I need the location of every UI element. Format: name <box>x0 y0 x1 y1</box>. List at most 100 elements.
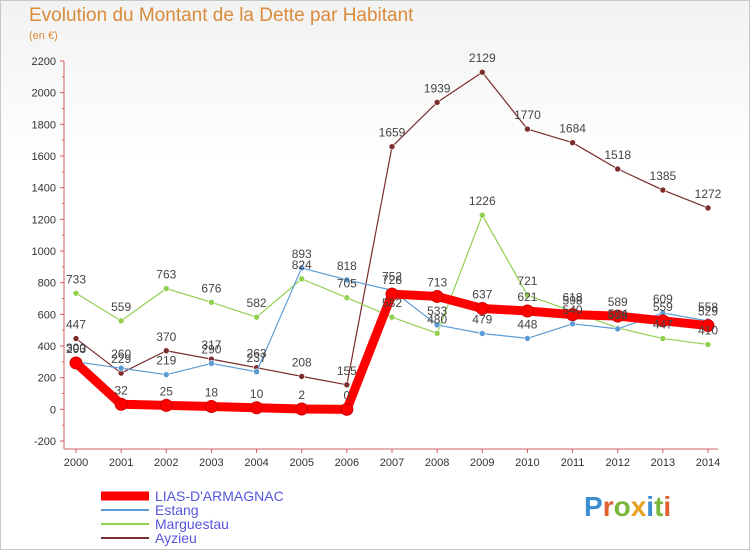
data-label: 447 <box>66 318 86 332</box>
data-point <box>343 381 351 389</box>
data-label: 448 <box>517 317 537 331</box>
data-point <box>340 402 354 416</box>
data-point <box>117 317 125 325</box>
data-label: 1684 <box>559 122 586 136</box>
data-point <box>704 341 712 348</box>
data-label: 1226 <box>469 194 496 208</box>
data-point <box>298 373 306 380</box>
data-point <box>253 313 260 321</box>
data-label: 10 <box>250 387 264 401</box>
y-tick-label: 200 <box>38 373 56 385</box>
data-point <box>520 304 534 318</box>
data-point <box>433 99 441 106</box>
data-label: 582 <box>382 296 402 310</box>
x-tick-label: 2003 <box>199 457 223 469</box>
y-tick-label: 1600 <box>32 151 56 163</box>
data-label: 824 <box>292 258 312 272</box>
logo-letter: o <box>613 491 631 522</box>
data-point <box>162 371 170 378</box>
data-point <box>208 298 215 306</box>
data-point <box>524 291 531 299</box>
data-point <box>478 330 486 337</box>
legend-label: Marguestau <box>155 516 229 532</box>
data-label: 621 <box>517 290 537 304</box>
data-label: 263 <box>247 347 267 361</box>
data-point <box>250 401 264 415</box>
data-label: 721 <box>517 274 537 288</box>
data-label: 219 <box>156 354 176 368</box>
y-tick-label: 600 <box>38 309 56 321</box>
chart-subtitle: (en €) <box>29 30 58 42</box>
data-label: 598 <box>563 294 583 308</box>
logo-letter: t <box>654 491 664 522</box>
data-label: 609 <box>653 292 673 306</box>
legend-label: Ayzieu <box>155 530 197 546</box>
data-point <box>343 276 351 284</box>
data-point <box>656 314 670 328</box>
data-point <box>388 313 396 321</box>
data-label: 2 <box>298 388 305 402</box>
data-label: 1385 <box>650 169 677 183</box>
data-point <box>117 364 125 372</box>
data-label: 1272 <box>695 187 722 201</box>
data-label: 155 <box>337 364 357 378</box>
chart-title: Evolution du Montant de la Dette par Hab… <box>29 5 414 26</box>
data-point <box>433 321 441 329</box>
data-label: 370 <box>156 330 176 344</box>
data-label: 529 <box>698 305 718 319</box>
data-point <box>114 397 128 411</box>
data-point <box>388 143 396 150</box>
data-point <box>614 165 622 173</box>
data-label: 508 <box>608 308 628 322</box>
data-point <box>204 399 218 413</box>
x-tick-label: 2011 <box>561 457 585 469</box>
data-point <box>72 335 80 342</box>
data-point <box>704 204 712 212</box>
y-tick-label: 2000 <box>32 88 56 100</box>
data-label: 32 <box>114 383 128 397</box>
y-tick-label: 1400 <box>32 183 56 195</box>
legend-label: Estang <box>155 502 199 518</box>
logo-letter: i <box>646 491 655 522</box>
data-label: 637 <box>472 287 492 301</box>
data-point <box>566 308 580 322</box>
logo-letter: x <box>630 491 647 522</box>
data-point <box>659 186 667 194</box>
data-point <box>524 335 531 342</box>
data-point <box>253 368 260 376</box>
y-tick-label: 1200 <box>32 214 56 226</box>
data-point <box>569 139 576 146</box>
data-label: 893 <box>292 247 312 261</box>
data-label: 1659 <box>379 126 406 140</box>
data-label: 317 <box>201 338 221 352</box>
data-label: 559 <box>111 300 131 314</box>
data-label: 752 <box>382 269 402 283</box>
x-tick-label: 2008 <box>425 457 449 469</box>
y-tick-label: 400 <box>38 341 56 353</box>
data-label: 208 <box>292 355 312 369</box>
x-tick-label: 2004 <box>244 457 268 469</box>
x-tick-label: 2006 <box>335 457 359 469</box>
data-point <box>478 211 486 219</box>
data-label: 410 <box>698 323 718 337</box>
data-point <box>659 335 667 342</box>
data-label: 540 <box>563 303 583 317</box>
data-label: 25 <box>160 384 174 398</box>
data-label: 728 <box>382 273 402 287</box>
data-point <box>524 125 531 133</box>
x-tick-label: 2010 <box>515 457 539 469</box>
y-tick-label: 1000 <box>32 246 56 258</box>
data-point <box>69 356 83 370</box>
logo-letter: P <box>584 491 603 522</box>
data-point <box>162 285 170 292</box>
data-point <box>385 287 399 301</box>
x-tick-label: 2007 <box>380 457 404 469</box>
x-tick-label: 2013 <box>651 457 675 469</box>
data-point <box>478 68 486 76</box>
data-label: 290 <box>201 342 221 356</box>
data-label: 447 <box>653 318 673 332</box>
data-label: 733 <box>66 272 86 286</box>
data-label: 559 <box>653 300 673 314</box>
data-point <box>475 301 489 315</box>
